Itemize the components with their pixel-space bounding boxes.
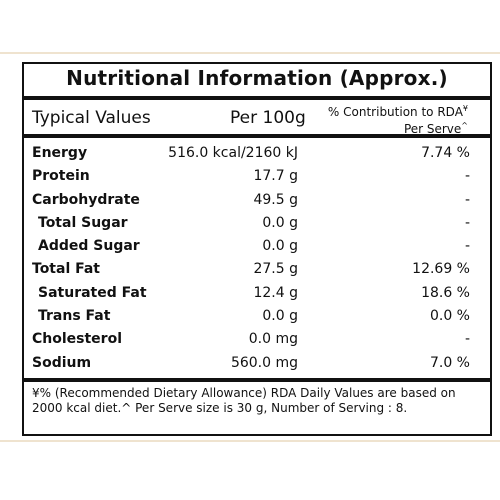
nutrient-row: Total Sugar 0.0 g - — [24, 212, 490, 235]
footer-divider — [24, 378, 490, 382]
nutrient-row: Energy 516.0 kcal/2160 kJ 7.74 % — [24, 142, 490, 165]
nutrient-amount: 17.7 g — [253, 168, 298, 185]
header-rda: % Contribution to RDA¥ Per Serve^ — [318, 102, 468, 136]
nutrient-amount: 27.5 g — [253, 261, 298, 278]
header-divider — [24, 134, 490, 138]
nutrient-name: Protein — [32, 168, 90, 185]
nutrient-amount: 12.4 g — [253, 284, 298, 301]
nutrient-rda-percent: - — [464, 168, 470, 185]
nutrient-name: Cholesterol — [32, 331, 122, 348]
nutrient-row: Added Sugar 0.0 g - — [24, 235, 490, 258]
header-typical-values: Typical Values — [32, 108, 151, 128]
nutrient-row: Saturated Fat 12.4 g 18.6 % — [24, 282, 490, 305]
nutrient-row: Total Fat 27.5 g 12.69 % — [24, 258, 490, 281]
header-serve-mark: ^ — [461, 121, 468, 130]
bottom-divider — [0, 440, 500, 442]
title-divider — [24, 96, 490, 100]
nutrient-rda-percent: - — [464, 214, 470, 231]
nutrient-rows: Energy 516.0 kcal/2160 kJ 7.74 % Protein 17.… — [24, 142, 490, 375]
nutrient-row: Sodium 560.0 mg 7.0 % — [24, 352, 490, 375]
header-per-100g: Per 100g — [230, 108, 306, 128]
nutrient-name: Trans Fat — [38, 308, 111, 325]
header-rda-line2: Per Serve — [403, 122, 462, 136]
nutrient-name: Carbohydrate — [32, 191, 140, 208]
nutrient-rda-percent: 7.0 % — [429, 354, 470, 371]
nutrient-row: Protein 17.7 g - — [24, 165, 490, 188]
header-rda-mark: ¥ — [462, 104, 468, 113]
nutrient-amount: 516.0 kcal/2160 kJ — [168, 145, 298, 161]
nutrient-amount: 0.0 g — [262, 238, 298, 255]
nutrient-name: Added Sugar — [38, 238, 140, 255]
nutrient-rda-percent: - — [464, 331, 470, 348]
header-rda-line1: % Contribution to RDA — [327, 105, 463, 119]
nutrient-name: Total Fat — [32, 261, 101, 278]
nutrient-amount: 0.0 mg — [248, 331, 298, 348]
nutrition-panel: Nutritional Information (Approx.) Typica… — [22, 62, 492, 436]
footnote: ¥% (Recommended Dietary Allowance) RDA D… — [32, 386, 456, 415]
nutrient-name: Sodium — [32, 354, 92, 371]
top-divider — [0, 52, 500, 54]
panel-title: Nutritional Information (Approx.) — [66, 66, 448, 90]
nutrient-rda-percent: - — [464, 191, 470, 208]
nutrient-amount: 0.0 g — [262, 308, 298, 325]
nutrient-row: Carbohydrate 49.5 g - — [24, 189, 490, 212]
nutrient-name: Saturated Fat — [38, 284, 147, 301]
nutrient-amount: 49.5 g — [253, 191, 298, 208]
nutrient-row: Trans Fat 0.0 g 0.0 % — [24, 305, 490, 328]
nutrient-rda-percent: 12.69 % — [412, 261, 470, 278]
nutrient-name: Energy — [32, 145, 88, 161]
nutrient-rda-percent: 18.6 % — [421, 284, 470, 301]
nutrient-row: Cholesterol 0.0 mg - — [24, 328, 490, 351]
nutrient-rda-percent: - — [464, 238, 470, 255]
nutrient-amount: 560.0 mg — [230, 354, 298, 371]
nutrient-rda-percent: 7.74 % — [421, 145, 470, 161]
nutrient-amount: 0.0 g — [262, 214, 298, 231]
nutrient-name: Total Sugar — [38, 214, 128, 231]
nutrient-rda-percent: 0.0 % — [429, 308, 470, 325]
